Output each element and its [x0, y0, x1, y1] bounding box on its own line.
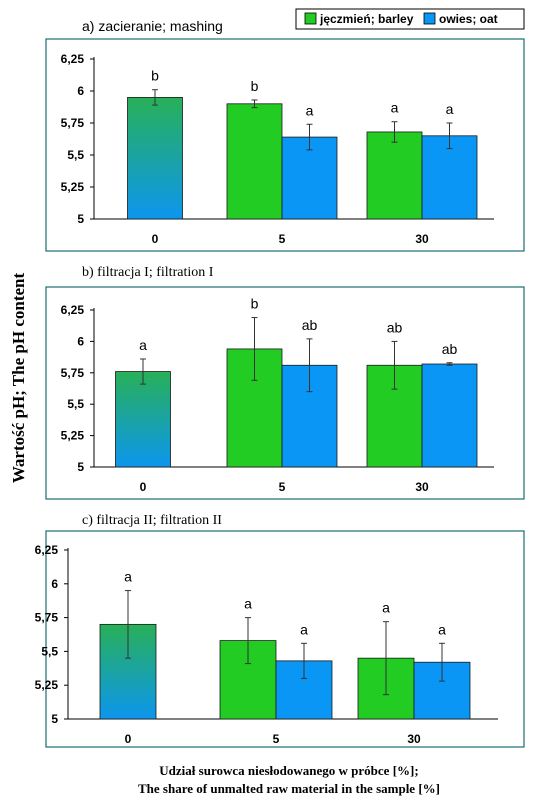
significance-letter: ab	[442, 341, 458, 357]
significance-letter: a	[306, 102, 314, 118]
y-tick-label: 6	[51, 577, 58, 591]
y-tick-label: 5	[77, 212, 84, 226]
x-axis-label-line2: The share of unmalted raw material in th…	[138, 781, 440, 796]
x-tick-label: 0	[140, 480, 147, 494]
bar-barley	[115, 371, 171, 468]
y-tick-label: 6,25	[35, 543, 59, 557]
y-tick-label: 6	[77, 334, 84, 348]
significance-letter: a	[139, 337, 147, 353]
y-tick-label: 5,5	[67, 397, 84, 411]
chart-panel-2: b) filtracja I; filtration I 5 5,25 5,5 5,75…	[45, 265, 525, 500]
x-tick-label: 0	[125, 732, 132, 746]
y-tick-label: 5	[51, 712, 58, 726]
x-tick-label: 5	[279, 232, 286, 246]
y-tick-label: 5,5	[67, 148, 84, 162]
panel-title: c) filtracja II; filtration II	[82, 513, 222, 528]
x-tick-label: 5	[279, 480, 286, 494]
significance-letter: a	[382, 600, 390, 616]
x-axis-label-line1: Udział surowca niesłodowanego w próbce […	[159, 763, 418, 778]
significance-letter: b	[251, 296, 259, 312]
y-tick-label: 6,25	[61, 303, 85, 317]
y-tick-label: 5,25	[61, 429, 85, 443]
legend-swatch-oat	[423, 12, 436, 25]
panel-title: a) zacieranie; mashing	[82, 18, 223, 34]
x-tick-label: 5	[273, 732, 280, 746]
y-tick-label: 6,25	[61, 52, 85, 66]
x-tick-label: 30	[415, 232, 429, 246]
legend-label-barley: jęczmień; barley	[319, 12, 414, 26]
y-tick-label: 5	[77, 460, 84, 474]
significance-letter: a	[438, 621, 446, 637]
significance-letter: a	[300, 621, 308, 637]
significance-letter: ab	[302, 317, 318, 333]
y-tick-label: 5,75	[35, 611, 59, 625]
y-tick-label: 5,75	[61, 116, 85, 130]
chart-panel-1: a) zacieranie; mashing 5 5,25 5,5 5,75 6 6,25 0…	[45, 18, 525, 252]
bar-oat	[421, 135, 478, 220]
legend-box	[295, 8, 525, 30]
legend-swatch-barley	[304, 12, 317, 25]
significance-letter: a	[244, 596, 252, 612]
panels: a) zacieranie; mashing 5 5,25 5,5 5,75 6 6,25 0…	[35, 18, 525, 748]
bar-oat	[421, 363, 478, 468]
y-tick-label: 5,25	[61, 180, 85, 194]
significance-letter: a	[446, 101, 454, 117]
chart-panel-3: c) filtracja II; filtration II 5 5,25 5,5 5,…	[35, 513, 525, 748]
significance-letter: a	[124, 569, 132, 585]
legend: jęczmień; barley owies; oat	[295, 8, 525, 30]
bar-barley	[366, 131, 423, 220]
significance-letter: b	[151, 68, 159, 84]
panel-title: b) filtracja I; filtration I	[82, 265, 214, 280]
y-axis-label: Wartość pH; The pH content	[9, 273, 28, 484]
x-tick-label: 0	[152, 232, 159, 246]
significance-letter: b	[251, 78, 259, 94]
y-tick-label: 5,5	[41, 644, 58, 658]
y-tick-label: 5,25	[35, 678, 59, 692]
legend-label-oat: owies; oat	[439, 12, 498, 26]
y-tick-label: 6	[77, 84, 84, 98]
x-tick-label: 30	[407, 732, 421, 746]
significance-letter: ab	[387, 319, 403, 335]
x-tick-label: 30	[415, 480, 429, 494]
bar-oat	[281, 136, 338, 220]
y-tick-label: 5,75	[61, 366, 85, 380]
bar-barley	[226, 103, 283, 220]
bar-barley	[127, 97, 183, 220]
significance-letter: a	[391, 100, 399, 116]
